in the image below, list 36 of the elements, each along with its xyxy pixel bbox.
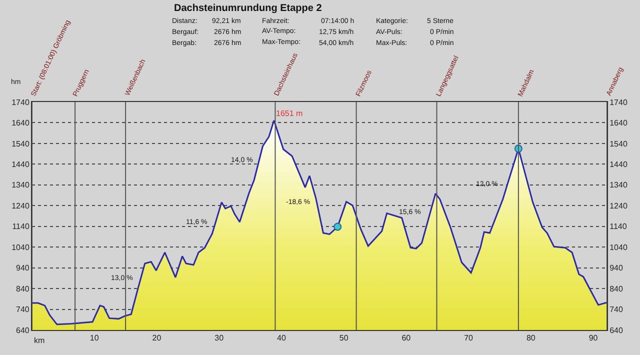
x-tick-label: 60 — [402, 334, 412, 343]
y2-tick-label: 940 — [610, 264, 624, 273]
chart-title: Dachsteinumrundung Etappe 2 — [174, 3, 322, 14]
y-tick-label: 940 — [16, 264, 30, 273]
x-tick-label: 80 — [526, 334, 536, 343]
y2-tick-label: 1140 — [610, 222, 628, 232]
x-tick-label: 40 — [277, 334, 286, 343]
x-tick-label: 20 — [152, 334, 162, 343]
x-axis-title: km — [34, 336, 45, 345]
x-tick-label: 90 — [588, 334, 598, 343]
x-tick-label: 10 — [90, 334, 100, 343]
annotation: 1651 m — [276, 109, 304, 118]
x-tick-label: 30 — [214, 334, 224, 343]
y2-tick-label: 1740 — [610, 98, 628, 107]
y-tick-label: 1640 — [12, 118, 30, 128]
y-tick-label: 640 — [16, 326, 30, 335]
y-tick-label: 1740 — [12, 98, 30, 107]
x-tick-label: 70 — [464, 334, 474, 343]
y-tick-label: 1040 — [12, 242, 30, 252]
y-tick-label: 1440 — [12, 160, 30, 169]
y2-tick-label: 1040 — [610, 242, 628, 252]
y2-tick-label: 1640 — [610, 118, 628, 128]
y-tick-label: 1240 — [12, 201, 30, 210]
y2-tick-label: 840 — [610, 284, 624, 294]
x-tick-label: 50 — [339, 334, 349, 343]
y2-tick-label: 740 — [610, 305, 624, 314]
y2-tick-label: 1240 — [610, 201, 628, 210]
y2-tick-label: 1440 — [610, 160, 628, 169]
y-tick-label: 1140 — [12, 222, 30, 232]
y-tick-label: 740 — [16, 305, 30, 314]
y-tick-label: 1340 — [12, 180, 30, 190]
y2-tick-label: 1540 — [610, 139, 628, 148]
y-tick-label: 1540 — [12, 139, 30, 148]
y2-tick-label: 1340 — [610, 180, 628, 190]
y2-tick-label: 640 — [610, 326, 624, 335]
y-tick-label: 840 — [16, 284, 30, 294]
